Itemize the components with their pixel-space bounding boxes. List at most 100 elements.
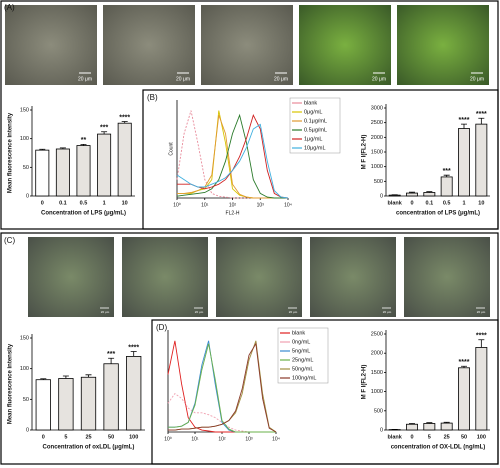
y-tick-label: 500 <box>374 179 383 185</box>
y-tick-label: 150 <box>20 107 29 113</box>
error-bar <box>40 378 47 380</box>
histogram-line <box>176 113 288 199</box>
error-bar <box>130 351 137 357</box>
legend-label: 0ng/mL <box>292 339 310 345</box>
legend-frame <box>277 327 329 384</box>
scale-bar-label: 20 μm <box>101 310 110 314</box>
y-tick-label: 1000 <box>371 389 383 395</box>
significance-label: **** <box>476 111 487 118</box>
legend-label: blank <box>304 100 317 106</box>
micrograph <box>404 237 490 317</box>
error-bar <box>85 374 92 378</box>
x-tick-label: 25 <box>444 434 450 440</box>
significance-label: **** <box>476 333 487 340</box>
error-bar <box>478 339 485 348</box>
scale-bar-label: 20 μm <box>372 76 386 82</box>
error-bar <box>443 421 450 424</box>
x-tick-label: 0 <box>42 434 45 440</box>
legend-frame <box>289 97 341 154</box>
y-axis-label: M F I(FL2-H) <box>362 135 368 170</box>
y-tick-label: 50 <box>23 397 29 403</box>
y-tick-label: 2000 <box>371 135 383 141</box>
bar <box>458 367 470 431</box>
significance-label: **** <box>459 359 470 366</box>
x-tick-label: 10 <box>122 200 128 206</box>
micrograph <box>28 237 114 317</box>
x-tick-label: 10¹ <box>191 436 199 442</box>
scale-bar-label: 20 μm <box>195 310 204 314</box>
error-bar <box>426 422 433 424</box>
legend-label: 100ng/mL <box>292 375 316 381</box>
x-tick-label: 10⁰ <box>164 436 172 442</box>
micrograph <box>122 237 208 317</box>
y-axis-label: Mean fluorescence intensity <box>8 343 14 424</box>
significance-label: *** <box>443 168 451 175</box>
scale-bar-label: 20 μm <box>383 310 392 314</box>
panel-label: (D) <box>156 323 167 332</box>
bar <box>76 145 91 197</box>
x-tick-label: 10³ <box>245 436 253 442</box>
error-bar <box>461 365 467 368</box>
bar <box>406 423 418 431</box>
x-tick-label: 10 <box>478 200 484 206</box>
significance-label: *** <box>100 125 108 132</box>
legend-label: 0μg/mL <box>304 109 322 115</box>
legend-label: 50ng/mL <box>292 366 313 372</box>
histogram-line <box>177 115 288 199</box>
scale-bar-label: 20 μm <box>477 310 486 314</box>
x-tick-label: 5 <box>428 434 431 440</box>
bar <box>475 347 488 431</box>
bar <box>126 355 142 431</box>
y-tick-label: 0 <box>26 193 29 199</box>
y-tick-label: 0 <box>380 193 383 199</box>
x-tick-label: 50 <box>461 434 467 440</box>
error-bar <box>409 423 415 425</box>
error-bar <box>461 123 467 129</box>
error-bar <box>39 148 46 151</box>
error-bar <box>443 174 450 177</box>
error-bar <box>121 121 128 124</box>
y-axis-label: Mean fluorescence intensity <box>8 112 14 193</box>
x-axis-label: Concentration of oxLDL (μg/mL) <box>43 445 135 451</box>
y-axis-label: Count <box>168 142 174 156</box>
bar <box>58 378 74 431</box>
panel-d-frame <box>151 319 499 465</box>
x-tick-label: 10⁴ <box>284 202 292 208</box>
x-tick-label: 10² <box>218 436 226 442</box>
legend-label: 5ng/mL <box>292 348 310 354</box>
y-tick-label: 1500 <box>371 149 383 155</box>
x-tick-label: 0 <box>410 434 413 440</box>
x-tick-label: 1 <box>103 200 106 206</box>
error-bar <box>101 131 108 135</box>
micrograph <box>299 5 391 85</box>
x-tick-label: 0.5 <box>80 200 88 206</box>
y-tick-label: 1000 <box>371 164 383 170</box>
panel-label: (A) <box>4 3 15 12</box>
significance-label: ** <box>81 137 87 144</box>
bar <box>103 363 119 431</box>
x-tick-label: 50 <box>108 434 114 440</box>
error-bar <box>426 191 433 193</box>
x-axis-label: FL2-H <box>226 210 240 216</box>
x-tick-label: 25 <box>85 434 91 440</box>
y-tick-label: 3000 <box>371 105 383 111</box>
panel-b-frame <box>142 89 499 230</box>
legend-label: blank <box>292 330 305 336</box>
y-tick-label: 50 <box>23 165 29 171</box>
y-tick-label: 0 <box>380 427 383 433</box>
micrograph <box>103 5 195 85</box>
y-tick-label: 100 <box>20 366 29 372</box>
x-tick-label: 5 <box>64 434 67 440</box>
bar <box>117 122 132 197</box>
scale-bar-label: 20 μm <box>470 76 484 82</box>
significance-label: **** <box>119 114 130 121</box>
y-tick-label: 1500 <box>371 370 383 376</box>
bar <box>423 192 436 197</box>
x-tick-label: 10⁰ <box>173 202 181 208</box>
error-bar <box>478 117 485 125</box>
legend-label: 1μg/mL <box>304 136 322 142</box>
legend-label: 25ng/mL <box>292 357 313 363</box>
bar <box>80 376 97 431</box>
error-bar <box>59 147 66 149</box>
